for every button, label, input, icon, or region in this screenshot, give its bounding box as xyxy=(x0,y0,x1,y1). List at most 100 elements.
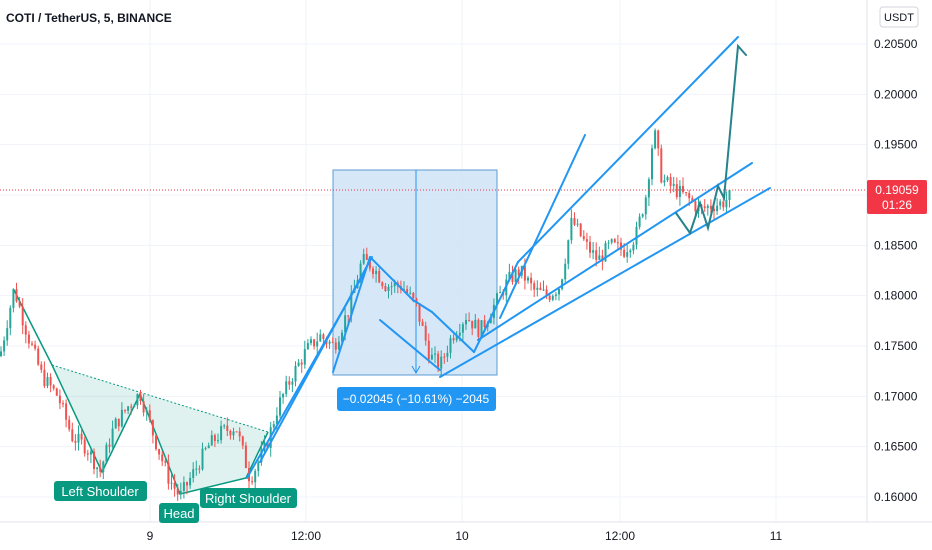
currency-button-frame[interactable] xyxy=(879,6,919,28)
time-tick-10: 10 xyxy=(455,529,469,543)
candle xyxy=(616,234,619,250)
candle-body xyxy=(415,298,418,304)
candle xyxy=(675,177,678,200)
candle xyxy=(251,476,254,485)
candle-body xyxy=(539,287,542,290)
candle xyxy=(167,454,170,490)
candle xyxy=(182,476,185,499)
candle-body xyxy=(285,381,288,395)
candle xyxy=(71,422,74,443)
candle-body xyxy=(204,448,207,450)
candle-body xyxy=(117,418,120,427)
candle xyxy=(582,230,585,241)
candle-body xyxy=(244,445,247,469)
candle-body xyxy=(365,254,368,260)
candle-body xyxy=(421,321,424,326)
candle xyxy=(40,361,43,373)
currency-button-label: USDT xyxy=(884,12,914,24)
candle-body xyxy=(613,239,616,243)
candle-body xyxy=(306,343,309,350)
candle-body xyxy=(275,415,278,425)
trendline-rise-3[interactable] xyxy=(332,256,371,373)
candle-body xyxy=(722,201,725,208)
channel-down-lower[interactable] xyxy=(379,319,441,371)
candle xyxy=(186,481,188,495)
candle xyxy=(55,387,58,397)
steep-line[interactable] xyxy=(499,134,586,319)
candle xyxy=(86,449,89,461)
candle-body xyxy=(641,214,644,217)
candle-body xyxy=(728,190,731,200)
candle xyxy=(449,335,452,359)
candle-body xyxy=(49,376,52,386)
time-axis[interactable]: 9 12:00 10 12:00 11 xyxy=(147,529,783,543)
candle-body xyxy=(136,394,139,406)
candle-body xyxy=(195,468,198,470)
candle xyxy=(102,460,105,480)
candle xyxy=(446,345,449,362)
currency-button[interactable]: USDT xyxy=(879,6,919,28)
candle xyxy=(170,474,173,490)
candle xyxy=(678,180,681,206)
support-line-upper[interactable] xyxy=(477,162,753,341)
candle-body xyxy=(316,341,319,347)
candle xyxy=(499,285,502,294)
price-range-measure-tool[interactable]: −0.02045 (−10.61%) −2045 xyxy=(332,169,498,411)
candle-body xyxy=(675,184,678,198)
price-axis[interactable]: 0.205000.200000.195000.190000.185000.180… xyxy=(874,37,918,504)
candle-body xyxy=(387,287,390,291)
candle xyxy=(288,376,291,390)
candle xyxy=(217,433,219,444)
candle-body xyxy=(3,340,6,352)
candle xyxy=(52,384,55,391)
candle-body xyxy=(170,482,173,484)
price-tick: 0.20000 xyxy=(874,87,918,101)
channel-down-upper[interactable] xyxy=(369,256,414,301)
candle xyxy=(130,403,133,415)
price-tick: 0.17500 xyxy=(874,339,918,353)
candle xyxy=(496,290,498,313)
right-shoulder-label: Right Shoulder xyxy=(205,491,292,506)
candle-body xyxy=(691,198,694,202)
channel-down-mid[interactable] xyxy=(412,299,433,313)
channel-upper-line[interactable] xyxy=(517,36,739,263)
candle-body xyxy=(598,255,601,260)
candle xyxy=(310,336,312,346)
candle-body xyxy=(313,339,316,347)
candle xyxy=(641,213,644,219)
candle-body xyxy=(24,325,27,335)
candle-body xyxy=(561,279,564,290)
candle xyxy=(62,400,64,408)
candle xyxy=(89,449,92,464)
projection-zigzag[interactable] xyxy=(675,43,747,236)
candle xyxy=(58,389,61,410)
candle-body xyxy=(607,242,610,244)
candle-body xyxy=(198,468,201,470)
candle-body xyxy=(713,208,715,212)
candle-body xyxy=(291,381,294,385)
candle xyxy=(567,239,570,270)
candle xyxy=(49,373,52,393)
candle-body xyxy=(288,381,291,385)
candle xyxy=(539,282,542,291)
candle xyxy=(334,338,337,354)
candle-body xyxy=(440,356,443,369)
candle-body xyxy=(635,226,638,245)
candle xyxy=(728,189,731,208)
trend-drawings[interactable] xyxy=(246,36,771,479)
candle-body xyxy=(331,341,334,343)
candle-body xyxy=(62,403,64,405)
candle xyxy=(666,175,669,183)
candle-body xyxy=(232,431,235,436)
candle xyxy=(232,427,235,440)
candle-body xyxy=(638,216,641,227)
candle-body xyxy=(567,240,570,264)
support-line-lower[interactable] xyxy=(439,187,771,378)
channel-down-end[interactable] xyxy=(431,311,475,353)
measure-box[interactable] xyxy=(332,169,498,376)
trendline-rise-2[interactable] xyxy=(259,256,373,463)
candle xyxy=(644,194,647,220)
candle-body xyxy=(344,315,347,333)
last-price-tag: 0.19059 01:26 xyxy=(867,180,927,214)
